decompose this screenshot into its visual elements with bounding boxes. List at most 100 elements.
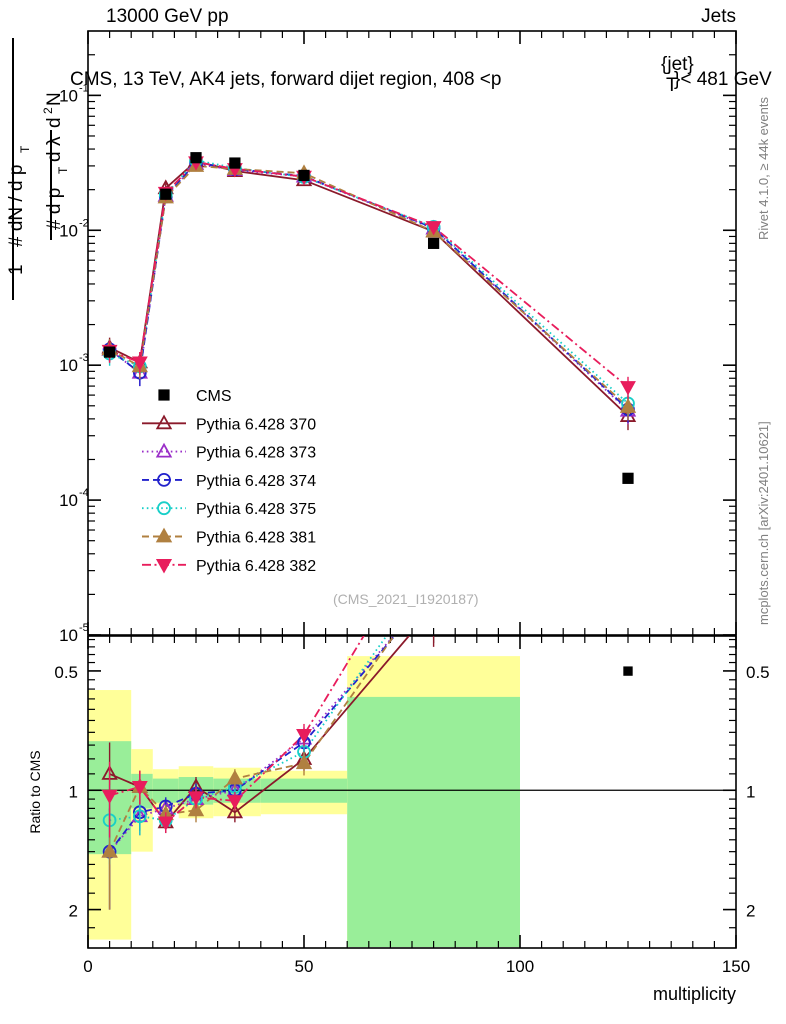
rivet-version-sidetext: Rivet 4.1.0, ≥ 44k events: [756, 97, 771, 240]
ratio-marker-circle: [132, 809, 147, 824]
ratio-y-tick-label-left: 0.5: [54, 663, 78, 682]
main-y-tick-label: 10: [59, 356, 78, 375]
main-title-subscript: T: [666, 75, 678, 96]
ratio-marker-circle: [428, 564, 440, 576]
main-series-line: [109, 163, 629, 412]
legend-marker-triangle-up: [155, 527, 173, 543]
data-marker-square: [427, 237, 440, 249]
ratio-marker-triangle-down: [188, 791, 204, 806]
legend-marker-triangle-down: [155, 558, 173, 574]
main-panel-title: CMS, 13 TeV, AK4 jets, forward dijet reg…: [70, 54, 772, 96]
data-marker-triangle-down: [131, 356, 148, 371]
ratio-x-ticks: [87, 636, 737, 948]
ratio-marker-triangle-down: [157, 816, 174, 831]
main-x-ticks: [87, 31, 737, 635]
header-beam-label: 13000 GeV pp: [106, 6, 229, 27]
data-marker-triangle-down: [425, 221, 442, 236]
legend-entry-label: CMS: [196, 388, 232, 405]
ylabel-den1: # dN / d p: [6, 165, 27, 247]
ylabel-den2-sub: T: [56, 166, 70, 174]
main-series-line: [109, 161, 629, 388]
data-marker-square: [160, 188, 172, 200]
ratio-series-group: [101, 515, 440, 910]
main-y-tick-exponent: -5: [79, 622, 89, 634]
ylabel-num2b: N: [44, 92, 65, 106]
data-marker-square: [229, 157, 241, 169]
ratio-y-ticks: 2 2 1 1 0.5 0.5: [54, 638, 770, 929]
ratio-marker-triangle-down: [296, 729, 312, 744]
ratio-marker-triangle-up: [226, 769, 244, 785]
legend-marker-circle: [157, 472, 171, 487]
ratio-marker-triangle-down: [427, 515, 440, 527]
x-axis-label: multiplicity: [653, 984, 736, 1004]
ratio-y-tick-label-right: 2: [746, 902, 755, 921]
main-y-tick-exponent: -4: [79, 487, 89, 499]
ylabel-den2b: d: [44, 151, 65, 162]
ratio-y-axis-label: Ratio to CMS: [27, 750, 43, 833]
main-series-line: [109, 159, 629, 405]
main-y-tick-label: 10: [59, 86, 78, 105]
main-y-tick-exponent: -3: [79, 352, 89, 364]
main-y-tick-exponent: -2: [79, 217, 89, 229]
legend-entry-label: Pythia 6.428 382: [196, 558, 316, 575]
main-y-tick-label: 10: [59, 626, 78, 645]
analysis-id-watermark: (CMS_2021_I1920187): [333, 591, 479, 607]
legend-entry-label: Pythia 6.428 381: [196, 530, 316, 547]
x-axis-tick-label: 150: [722, 957, 750, 976]
ratio-inner-band: [347, 696, 520, 947]
ratio-marker-triangle-down: [226, 795, 243, 810]
mcplots-reference-sidetext: mcplots.cern.ch [arXiv:2401.10621]: [756, 421, 771, 625]
main-title-text: CMS, 13 TeV, AK4 jets, forward dijet reg…: [70, 69, 501, 90]
data-marker-square: [103, 346, 116, 358]
main-series-line: [109, 161, 629, 411]
main-y-tick-exponent: -1: [79, 82, 89, 94]
legend: CMS Pythia 6.428 370 Pythia 6.428 373 Pythi…: [142, 388, 316, 575]
ratio-marker-triangle-up: [226, 803, 244, 819]
main-panel-frame: [87, 30, 737, 636]
data-marker-square: [190, 152, 202, 164]
data-marker-square: [298, 169, 310, 182]
header-category-label: Jets: [701, 6, 736, 27]
ratio-marker-triangle-up: [295, 754, 313, 770]
legend-marker-triangle-up: [155, 414, 173, 430]
x-axis-tick-label: 100: [506, 957, 534, 976]
main-series-line: [109, 164, 629, 408]
ratio-marker-triangle-up: [187, 801, 205, 817]
ylabel-num2: d: [44, 117, 65, 128]
legend-marker-circle: [157, 501, 171, 516]
main-series-group: [101, 152, 637, 676]
legend-marker-triangle-up: [155, 442, 173, 458]
data-marker-triangle-down: [620, 381, 636, 396]
main-y-ticks: 10-110-210-310-410-5: [59, 54, 736, 645]
main-title-superscript: {jet}: [661, 54, 694, 75]
data-marker-triangle-up: [619, 398, 637, 413]
x-axis-tick-labels: 0 50 100 150: [83, 957, 750, 976]
legend-entry-label: Pythia 6.428 374: [196, 473, 316, 490]
main-title-tail: }< 481 GeV: [674, 69, 772, 90]
legend-marker-square: [158, 389, 170, 401]
x-axis-tick-label: 50: [295, 957, 314, 976]
ylabel-den2: # d p: [44, 188, 65, 230]
ylabel-lambda: λ: [44, 136, 65, 146]
ylabel-num1: 1: [6, 264, 27, 275]
main-series-line: [109, 160, 629, 417]
ratio-marker-triangle-down: [131, 781, 148, 796]
ratio-y-tick-label-right: 0.5: [746, 663, 770, 682]
ylabel-den1-sub: T: [18, 145, 32, 153]
data-marker-square: [623, 666, 633, 676]
main-y-axis-label: 1 # dN / d p T # d p T d λ d 2 N: [6, 38, 70, 300]
main-y-tick-label: 10: [59, 221, 78, 240]
ratio-marker-triangle-up: [101, 842, 118, 858]
ylabel-num2-sup: 2: [41, 107, 55, 114]
legend-entry-label: Pythia 6.428 375: [196, 501, 316, 518]
ratio-y-tick-label-right: 1: [746, 782, 755, 801]
legend-entry-label: Pythia 6.428 370: [196, 416, 316, 433]
ratio-marker-triangle-down: [101, 789, 118, 805]
legend-entry-label: Pythia 6.428 373: [196, 445, 316, 462]
main-y-tick-label: 10: [59, 491, 78, 510]
x-axis-tick-label: 0: [83, 957, 92, 976]
ratio-y-tick-label-left: 2: [69, 902, 78, 921]
data-marker-square: [622, 472, 634, 484]
